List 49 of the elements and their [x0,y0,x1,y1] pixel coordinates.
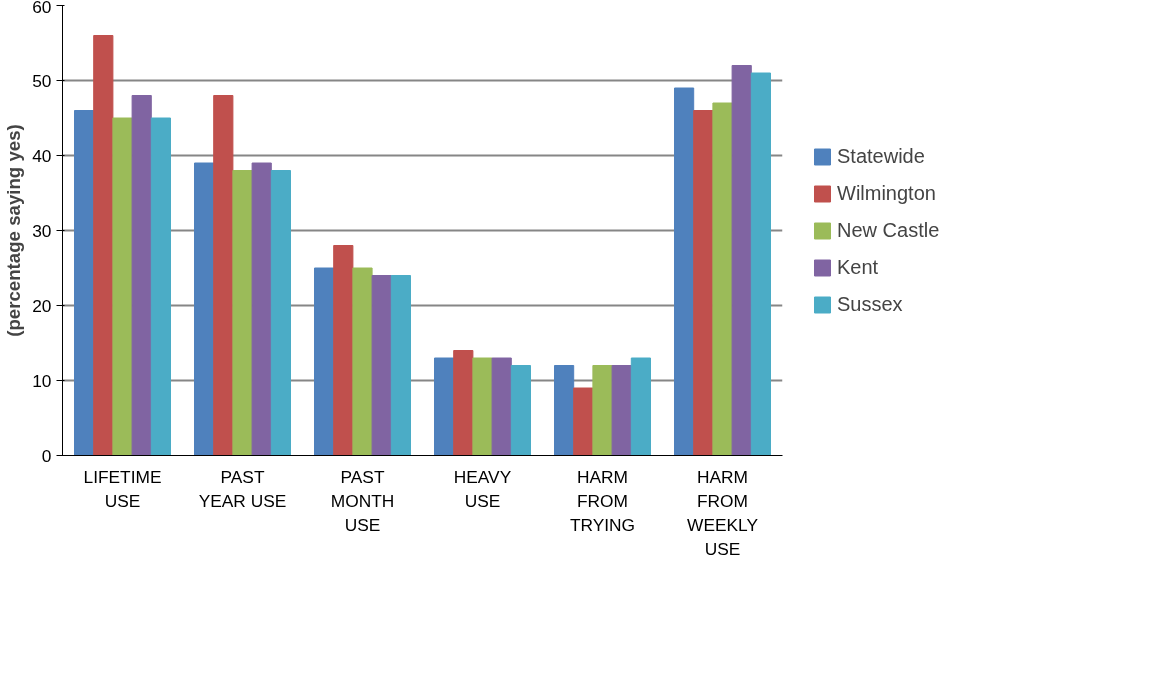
bar [674,87,695,456]
x-tick-label: HARM FROM TRYING [569,466,636,535]
y-tick-label: 20 [32,295,52,316]
bar [232,170,253,456]
bar [472,357,493,456]
bar [712,102,733,456]
x-tick-label: HEAVY USE [453,466,512,511]
bar [371,275,392,456]
bar [93,35,114,456]
bar [390,275,411,456]
y-tick-label: 50 [32,70,52,91]
bar [150,117,171,456]
bar [453,350,474,456]
bar [270,170,291,456]
bar [750,72,771,456]
bar [194,162,215,456]
y-tick-label: 30 [32,220,52,241]
y-tick-label: 10 [32,370,52,391]
x-tick-label: PAST MONTH USE [330,466,395,535]
bar [510,365,531,456]
x-tick-label: HARM FROM WEEKLY USE [687,466,759,559]
bar [352,267,373,456]
y-tick-label: 60 [32,0,52,17]
bar [251,162,272,456]
y-axis-title: (percentage saying yes) [3,124,25,337]
bar [573,387,594,456]
bar [693,110,714,456]
bar [314,267,335,456]
bar [213,95,234,456]
bar [731,65,752,456]
y-tick-label: 40 [32,145,52,166]
bar [554,365,575,456]
bar [491,357,512,456]
bar [434,357,455,456]
legend-label: New Castle [837,218,940,242]
bar [112,117,133,456]
legend-label: Wilmington [837,181,936,205]
bar [630,357,651,456]
bar [74,110,95,456]
x-tick-label: PAST YEAR USE [198,466,287,511]
legend-label: Kent [837,255,879,279]
bar [592,365,613,456]
bar [333,245,354,456]
x-tick-label: LIFETIME USE [83,466,162,511]
legend-label: Statewide [837,144,925,168]
bar [611,365,632,456]
legend-label: Sussex [837,292,903,316]
y-tick-label: 0 [41,445,52,466]
bar [131,95,152,456]
